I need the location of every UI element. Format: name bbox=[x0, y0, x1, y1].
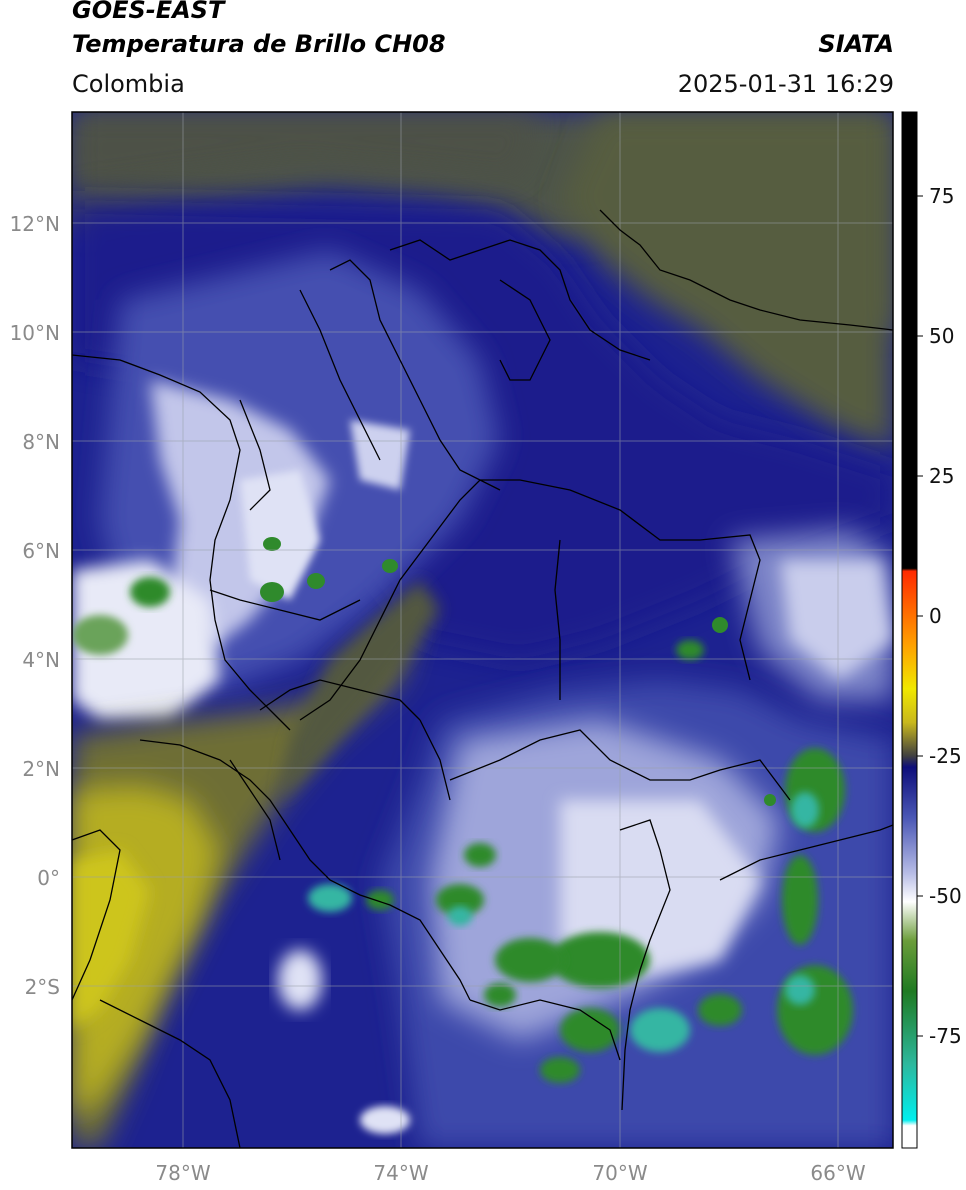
colorbar-tick-label: 0 bbox=[929, 604, 942, 628]
lat-label: 0° bbox=[37, 866, 60, 890]
country-borders bbox=[72, 209, 893, 1148]
colorbar-gradient bbox=[902, 112, 917, 1148]
datetime-label: 2025-01-31 16:29 bbox=[677, 70, 894, 98]
lat-label: 6°N bbox=[22, 539, 60, 563]
lat-label: 8°N bbox=[22, 430, 60, 454]
longitude-labels: 78°W 74°W 70°W 66°W bbox=[155, 1161, 865, 1185]
latitude-labels: 12°N 10°N 8°N 6°N 4°N 2°N 0° 2°S bbox=[10, 212, 60, 999]
colorbar-tick-label: -75 bbox=[929, 1024, 962, 1048]
lat-label: 10°N bbox=[10, 321, 60, 345]
satellite-imagery bbox=[72, 112, 893, 1148]
colorbar: 75 50 25 0 -25 -50 -75 bbox=[901, 111, 962, 1149]
lat-label: 12°N bbox=[10, 212, 60, 236]
colorbar-tick-label: 75 bbox=[929, 184, 954, 208]
colorbar-tick-label: -50 bbox=[929, 884, 962, 908]
lat-label: 2°S bbox=[25, 975, 60, 999]
brand-label: SIATA bbox=[818, 30, 894, 58]
colorbar-ticks: 75 50 25 0 -25 -50 -75 bbox=[917, 184, 962, 1048]
lat-label: 4°N bbox=[22, 648, 60, 672]
region-label: Colombia bbox=[72, 70, 185, 98]
colorbar-tick-label: 25 bbox=[929, 464, 954, 488]
satellite-title: GOES-EAST bbox=[72, 0, 225, 24]
lon-label: 78°W bbox=[155, 1161, 210, 1185]
lat-label: 2°N bbox=[22, 757, 60, 781]
colorbar-frame bbox=[901, 111, 918, 1149]
map-frame bbox=[71, 111, 894, 1149]
graticule bbox=[72, 112, 893, 1148]
colorbar-tick-label: -25 bbox=[929, 744, 962, 768]
product-title: Temperatura de Brillo CH08 bbox=[72, 30, 446, 58]
lon-label: 70°W bbox=[592, 1161, 647, 1185]
colorbar-tick-label: 50 bbox=[929, 324, 954, 348]
lon-label: 66°W bbox=[810, 1161, 865, 1185]
lon-label: 74°W bbox=[373, 1161, 428, 1185]
